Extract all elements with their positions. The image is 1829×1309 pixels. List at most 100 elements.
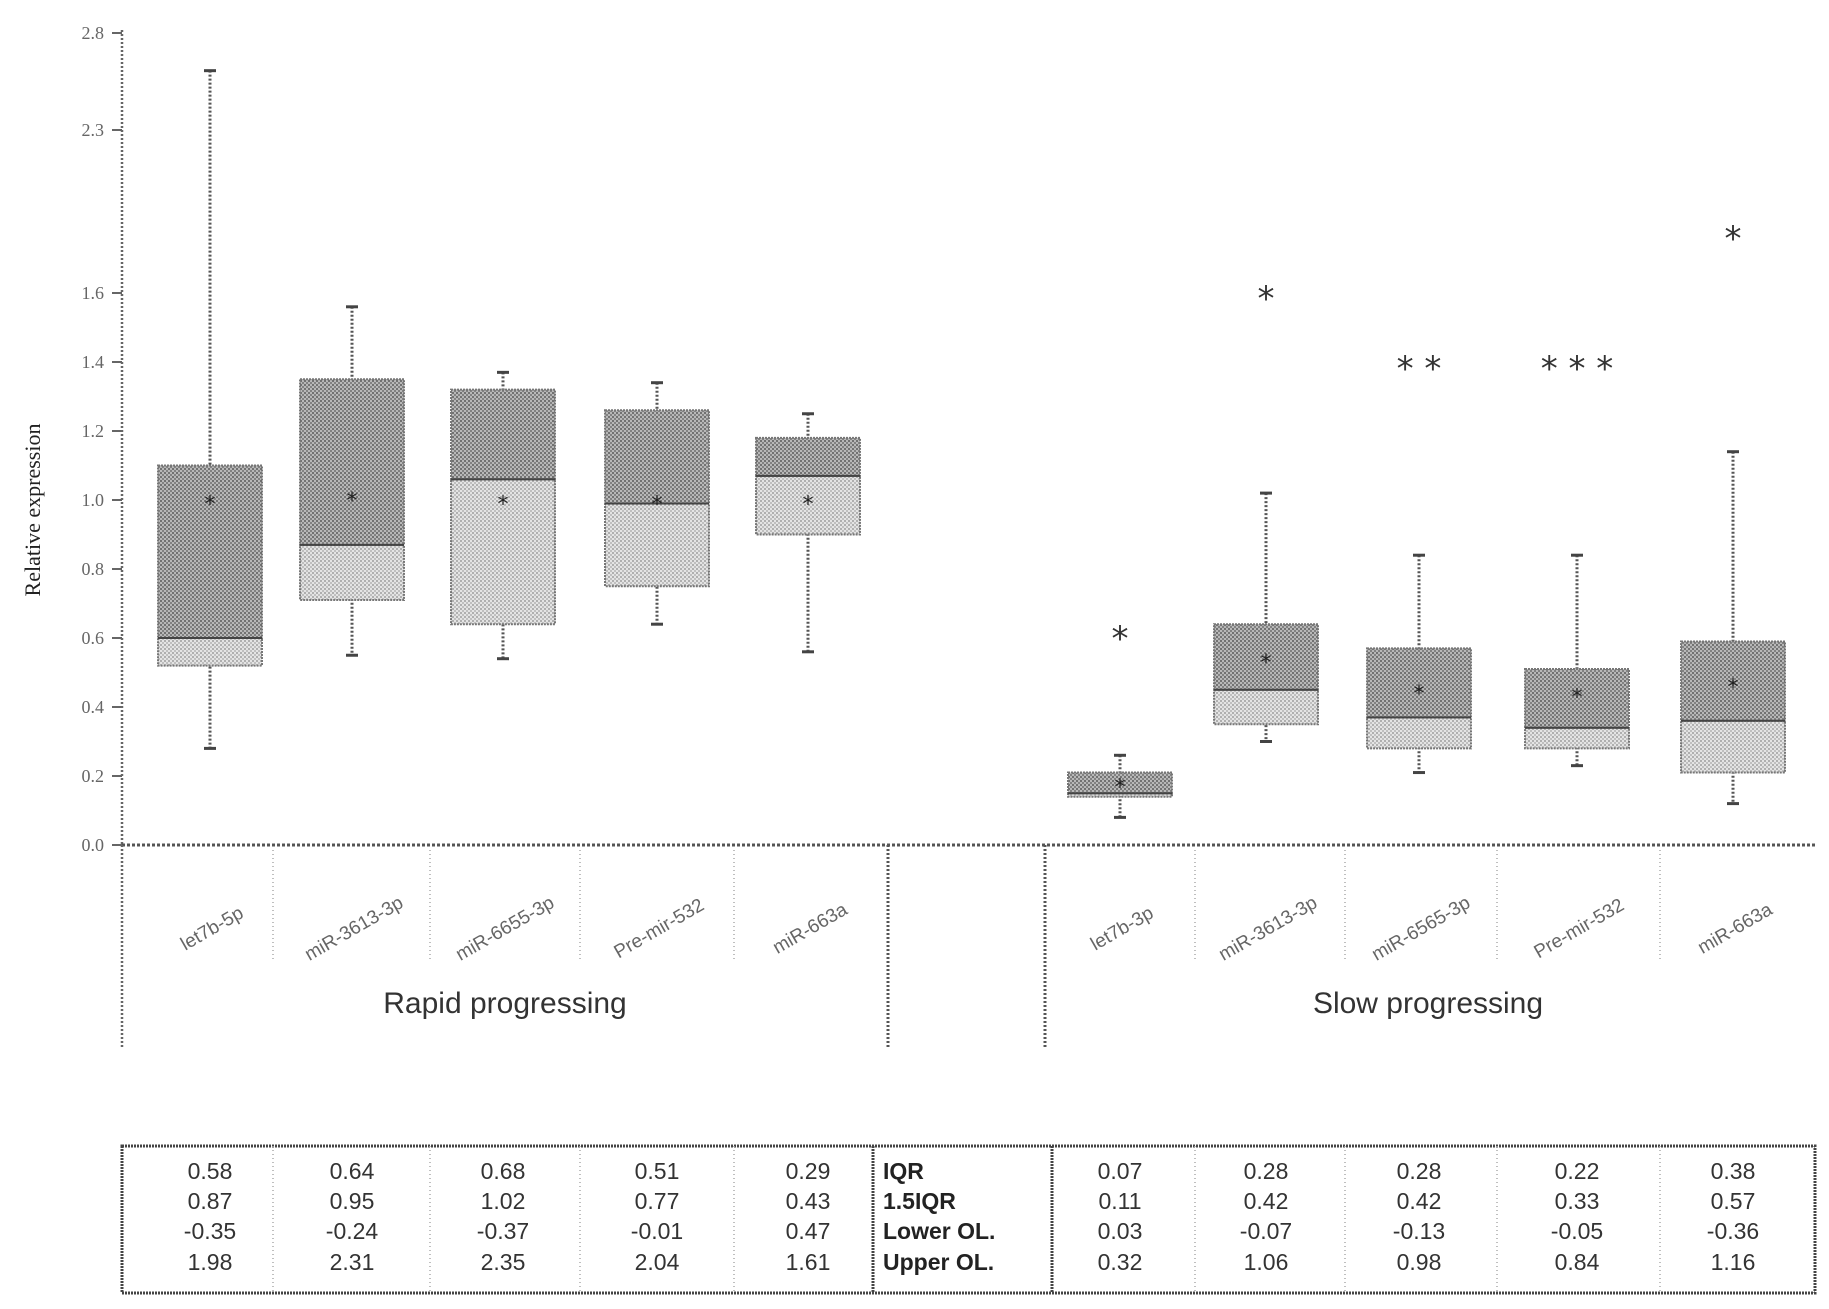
box-upper-half [157, 464, 263, 639]
significance-mark: * [1258, 279, 1275, 319]
box-upper-half [299, 378, 405, 546]
table-cell: 0.11 [1098, 1188, 1141, 1214]
axes: 0.0 0.2 0.4 0.6 0.8 1.0 1.2 1.4 1.6 2.3 2.8 [82, 23, 1815, 855]
mean-marker: * [1115, 775, 1126, 800]
box-lower-half [157, 637, 263, 667]
category-label: Pre-mir-532 [1531, 895, 1628, 963]
table-cell: 2.31 [330, 1249, 375, 1275]
box-lower-half [1213, 688, 1319, 726]
table-cell: 0.57 [1711, 1188, 1756, 1214]
category-label: miR-3613-3p [1215, 892, 1321, 965]
table-cell: 0.38 [1711, 1158, 1756, 1184]
table-cell: -0.24 [326, 1218, 379, 1244]
table-cell: 0.47 [786, 1218, 831, 1244]
table-row-header: Lower OL. [883, 1218, 995, 1244]
table-cell: 0.28 [1397, 1158, 1442, 1184]
box-slow-2: ** [1213, 279, 1319, 743]
table-cell: 1.02 [481, 1188, 526, 1214]
table-cell: 0.32 [1098, 1249, 1143, 1275]
box-upper-half [1366, 647, 1472, 719]
table-cell: 2.04 [635, 1249, 680, 1275]
box-lower-half [1366, 716, 1472, 750]
boxes-layer: * * * * ******* *** * *** [157, 69, 1786, 819]
y-tick-label: 0.6 [82, 628, 105, 648]
table-cell: 0.68 [481, 1158, 526, 1184]
group-label: Slow progressing [1313, 987, 1543, 1020]
table-cell: -0.37 [477, 1218, 529, 1244]
mean-marker: * [1572, 686, 1583, 711]
table-row-header: Upper OL. [883, 1249, 994, 1275]
box-lower-half [1524, 726, 1630, 750]
mean-marker: * [1414, 682, 1425, 707]
y-tick-label: 1.0 [82, 490, 105, 510]
table-cell: 0.42 [1244, 1188, 1289, 1214]
table-cell: 1.98 [188, 1249, 233, 1275]
significance-mark: * [1725, 219, 1742, 259]
mean-marker: * [347, 489, 358, 514]
table-cell: 0.43 [786, 1188, 831, 1214]
table-cell: 0.42 [1397, 1188, 1442, 1214]
mean-marker: * [1728, 675, 1739, 700]
box-upper-half [755, 436, 861, 477]
mean-marker: * [498, 492, 509, 517]
y-tick-label: 0.4 [82, 697, 105, 717]
box-rapid-5: * [755, 412, 861, 654]
box-upper-half [1067, 771, 1173, 795]
stats-table: IQR 0.58 0.64 0.68 0.51 0.29 0.07 0.28 0.28 0.22 0… [120, 1144, 1817, 1295]
table-cell: -0.07 [1240, 1218, 1292, 1244]
y-tick-label: 1.6 [82, 283, 105, 303]
table-cell: -0.01 [631, 1218, 683, 1244]
category-label: miR-6655-3p [452, 892, 558, 965]
box-rapid-3: * [450, 370, 556, 661]
box-upper-half [450, 388, 556, 481]
table-cell: 1.06 [1244, 1249, 1289, 1275]
box-slow-1: ** [1067, 619, 1173, 819]
mean-marker: * [803, 492, 814, 517]
box-slow-4: * * * * [1524, 349, 1630, 768]
table-cell: 1.16 [1711, 1249, 1756, 1275]
box-rapid-4: * [604, 381, 710, 626]
y-axis-title: Relative expression [20, 424, 45, 597]
category-label: miR-663a [769, 899, 851, 959]
y-tick-label: 1.2 [82, 421, 105, 441]
table-cell: 0.28 [1244, 1158, 1289, 1184]
category-label: Pre-mir-532 [611, 895, 708, 963]
table-cell: 0.64 [330, 1158, 375, 1184]
box-slow-5: ** [1680, 219, 1786, 806]
significance-mark: * * * [1541, 349, 1614, 389]
table-cell: 0.22 [1555, 1158, 1600, 1184]
y-tick-label: 1.4 [82, 352, 105, 372]
box-rapid-2: * [299, 305, 405, 657]
y-tick-label: 0.0 [82, 835, 105, 855]
table-cell: -0.36 [1707, 1218, 1759, 1244]
category-label: let7b-3p [1087, 903, 1157, 956]
table-cell: 0.58 [188, 1158, 233, 1184]
significance-mark: * * [1397, 349, 1442, 389]
box-lower-half [604, 502, 710, 588]
y-tick-label: 0.2 [82, 766, 105, 786]
table-cell: -0.35 [184, 1218, 236, 1244]
category-labels-layer: let7b-5p miR-3613-3p miR-6655-3p Pre-mir-53… [120, 845, 1777, 1048]
category-label: miR-663a [1694, 899, 1776, 959]
box-lower-half [1680, 719, 1786, 774]
category-label: let7b-5p [177, 903, 247, 956]
box-slow-3: * * * [1366, 349, 1472, 775]
box-upper-half [1213, 623, 1319, 691]
table-row-header: IQR [883, 1158, 924, 1184]
y-tick-label: 2.3 [82, 120, 105, 140]
table-cell: 0.07 [1098, 1158, 1143, 1184]
table-cell: -0.05 [1551, 1218, 1603, 1244]
table-cell: 0.33 [1555, 1188, 1600, 1214]
significance-mark: * [1112, 619, 1129, 659]
y-tick-label: 0.8 [82, 559, 105, 579]
table-cell: -0.13 [1393, 1218, 1445, 1244]
table-cell: 2.35 [481, 1249, 526, 1275]
category-label: miR-3613-3p [301, 892, 407, 965]
table-cell: 0.87 [188, 1188, 233, 1214]
table-cell: 0.51 [635, 1158, 680, 1184]
mean-marker: * [205, 492, 216, 517]
table-cell: 0.95 [330, 1188, 375, 1214]
table-cell: 0.03 [1098, 1218, 1143, 1244]
box-upper-half [604, 409, 710, 505]
